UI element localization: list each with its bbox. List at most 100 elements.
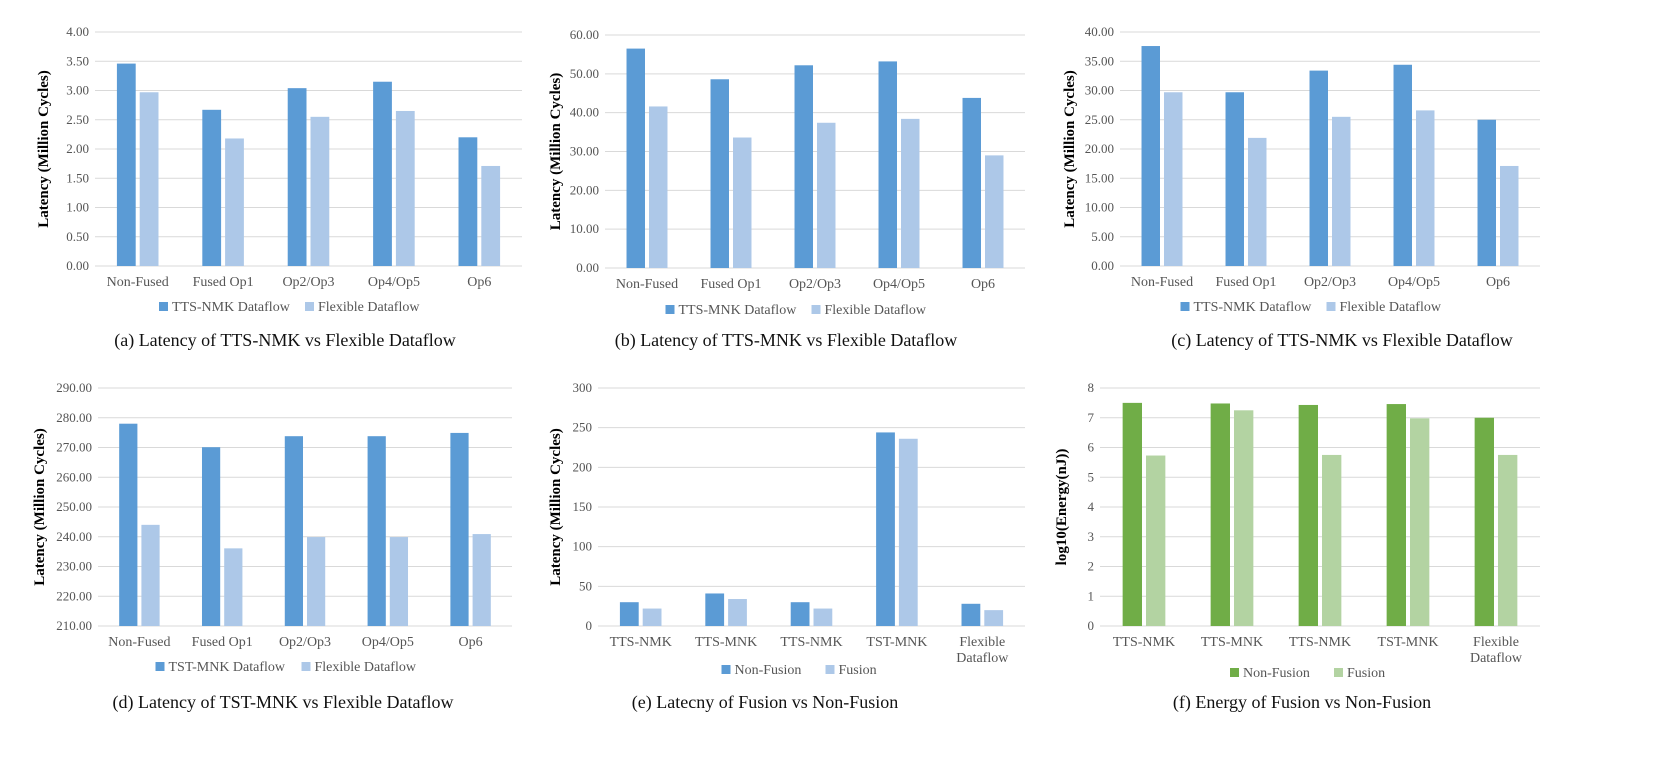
x-category-label: Non-Fused <box>616 277 678 292</box>
y-tick-label: 0.00 <box>576 260 599 275</box>
y-tick-label: 0.00 <box>66 258 89 273</box>
y-tick-label: 230.00 <box>56 559 92 574</box>
y-tick-label: 280.00 <box>56 410 92 425</box>
x-category-label: Op4/Op5 <box>873 277 925 292</box>
bar <box>901 118 920 268</box>
bar <box>1210 403 1230 626</box>
bar <box>119 423 138 626</box>
chart-svg-c: 0.00 5.00 10.00 15.00 20.00 25.00 30.00 35.00 40… <box>1062 24 1540 315</box>
bar <box>1225 92 1244 266</box>
chart-caption-f: (f) Energy of Fusion vs Non-Fusion <box>1172 692 1432 712</box>
legend-label: Flexible Dataflow <box>315 660 417 675</box>
bar <box>642 608 662 626</box>
chart-panel-c: 0.00 5.00 10.00 15.00 20.00 25.00 30.00 35.00 40… <box>0 0 1660 375</box>
y-tick-label: 100 <box>573 539 593 554</box>
legend-swatch <box>721 665 731 674</box>
y-tick-label: 0.50 <box>66 229 89 244</box>
y-tick-label: 290.00 <box>56 380 92 395</box>
y-tick-label: 1.00 <box>66 200 89 215</box>
x-category-label: Op4/Op5 <box>368 275 420 290</box>
y-tick-label: 1.50 <box>66 170 89 185</box>
y-tick-label: 0.00 <box>1091 258 1114 273</box>
y-tick-label: 5.00 <box>1091 229 1114 244</box>
y-tick-label: 35.00 <box>1085 53 1114 68</box>
y-axis-title: Latency (Million Cycles) <box>32 428 48 585</box>
x-category-label: TTS-NMK <box>1113 635 1175 650</box>
bar <box>458 137 478 266</box>
bar <box>1393 64 1412 266</box>
y-tick-label: 260.00 <box>56 469 92 484</box>
y-axis-title: log10(Energy(nJ)) <box>1054 449 1070 566</box>
x-category-label: Dataflow <box>1470 651 1523 666</box>
x-category-label: Fused Op1 <box>1215 275 1276 290</box>
bar <box>1234 410 1254 626</box>
legend-label: TST-MNK Dataflow <box>169 660 286 675</box>
x-category-label: Fused Op1 <box>700 277 761 292</box>
y-tick-label: 3.00 <box>66 83 89 98</box>
y-tick-label: 30.00 <box>570 144 599 159</box>
legend-swatch <box>1230 668 1239 677</box>
bar <box>710 79 729 269</box>
bar <box>395 110 415 266</box>
chart-svg-a: 0.00 0.50 1.00 1.50 2.00 2.50 3.00 3.50 4.00 Non-… <box>36 24 522 315</box>
bar <box>794 65 813 268</box>
bar <box>1248 137 1267 266</box>
y-tick-label: 4 <box>1088 499 1095 514</box>
legend-swatch <box>825 665 835 674</box>
legend-label: Flexible Dataflow <box>825 303 927 318</box>
x-category-label: TTS-NMK <box>1289 635 1351 650</box>
y-tick-label: 2.50 <box>66 112 89 127</box>
y-axis-title: Latency (Million Cycles) <box>36 70 52 227</box>
bar <box>813 608 833 626</box>
x-category-label: Flexible <box>959 635 1005 650</box>
bar <box>1410 418 1430 626</box>
bar <box>1474 417 1494 626</box>
legend-label: Non-Fusion <box>1243 666 1310 681</box>
bar <box>1146 455 1166 626</box>
legend-swatch <box>159 302 168 311</box>
y-tick-label: 5 <box>1088 469 1095 484</box>
y-tick-label: 200 <box>573 459 593 474</box>
chart-caption-b: (b) Latency of TTS-MNK vs Flexible Dataf… <box>614 330 958 350</box>
y-axis-title: Latency (Million Cycles) <box>548 428 564 585</box>
chart-caption-a: (a) Latency of TTS-NMK vs Flexible Dataf… <box>114 330 456 350</box>
y-tick-label: 4.00 <box>66 24 89 39</box>
y-tick-label: 20.00 <box>570 182 599 197</box>
bar <box>1141 46 1160 266</box>
x-category-label: TTS-NMK <box>610 635 672 650</box>
y-tick-label: 250 <box>573 420 593 435</box>
y-tick-label: 270.00 <box>56 440 92 455</box>
chart-caption-c: (c) Latency of TTS-NMK vs Flexible Dataf… <box>1171 330 1513 350</box>
x-category-label: Fused Op1 <box>193 275 254 290</box>
y-tick-label: 50 <box>579 578 592 593</box>
bar <box>373 81 392 266</box>
bar <box>984 610 1004 626</box>
legend-label: TTS-NMK Dataflow <box>172 300 291 315</box>
bar <box>307 537 326 626</box>
y-tick-label: 60.00 <box>570 27 599 42</box>
bar <box>1322 454 1342 626</box>
legend-swatch <box>811 305 821 314</box>
chart-panel-b: 0.00 10.00 20.00 30.00 40.00 50.00 60.00 Non-Fu… <box>0 0 1660 375</box>
x-category-label: Fused Op1 <box>192 635 253 650</box>
legend-swatch <box>1180 302 1190 311</box>
bar <box>284 436 303 626</box>
y-tick-label: 15.00 <box>1085 170 1114 185</box>
chart-panel-a: 0.00 0.50 1.00 1.50 2.00 2.50 3.00 3.50 4.00 Non-… <box>0 0 545 375</box>
y-tick-label: 25.00 <box>1085 112 1114 127</box>
x-category-label: Non-Fused <box>108 635 170 650</box>
legend-swatch <box>305 302 314 311</box>
x-category-label: Flexible <box>1473 635 1519 650</box>
y-axis-title: Latency (Million Cycles) <box>1062 70 1078 227</box>
x-category-label: Op2/Op3 <box>1304 275 1356 290</box>
bar <box>1298 404 1318 626</box>
bar <box>626 48 645 268</box>
bar <box>1332 116 1351 266</box>
x-category-label: Op2/Op3 <box>279 635 331 650</box>
y-tick-label: 2.00 <box>66 141 89 156</box>
